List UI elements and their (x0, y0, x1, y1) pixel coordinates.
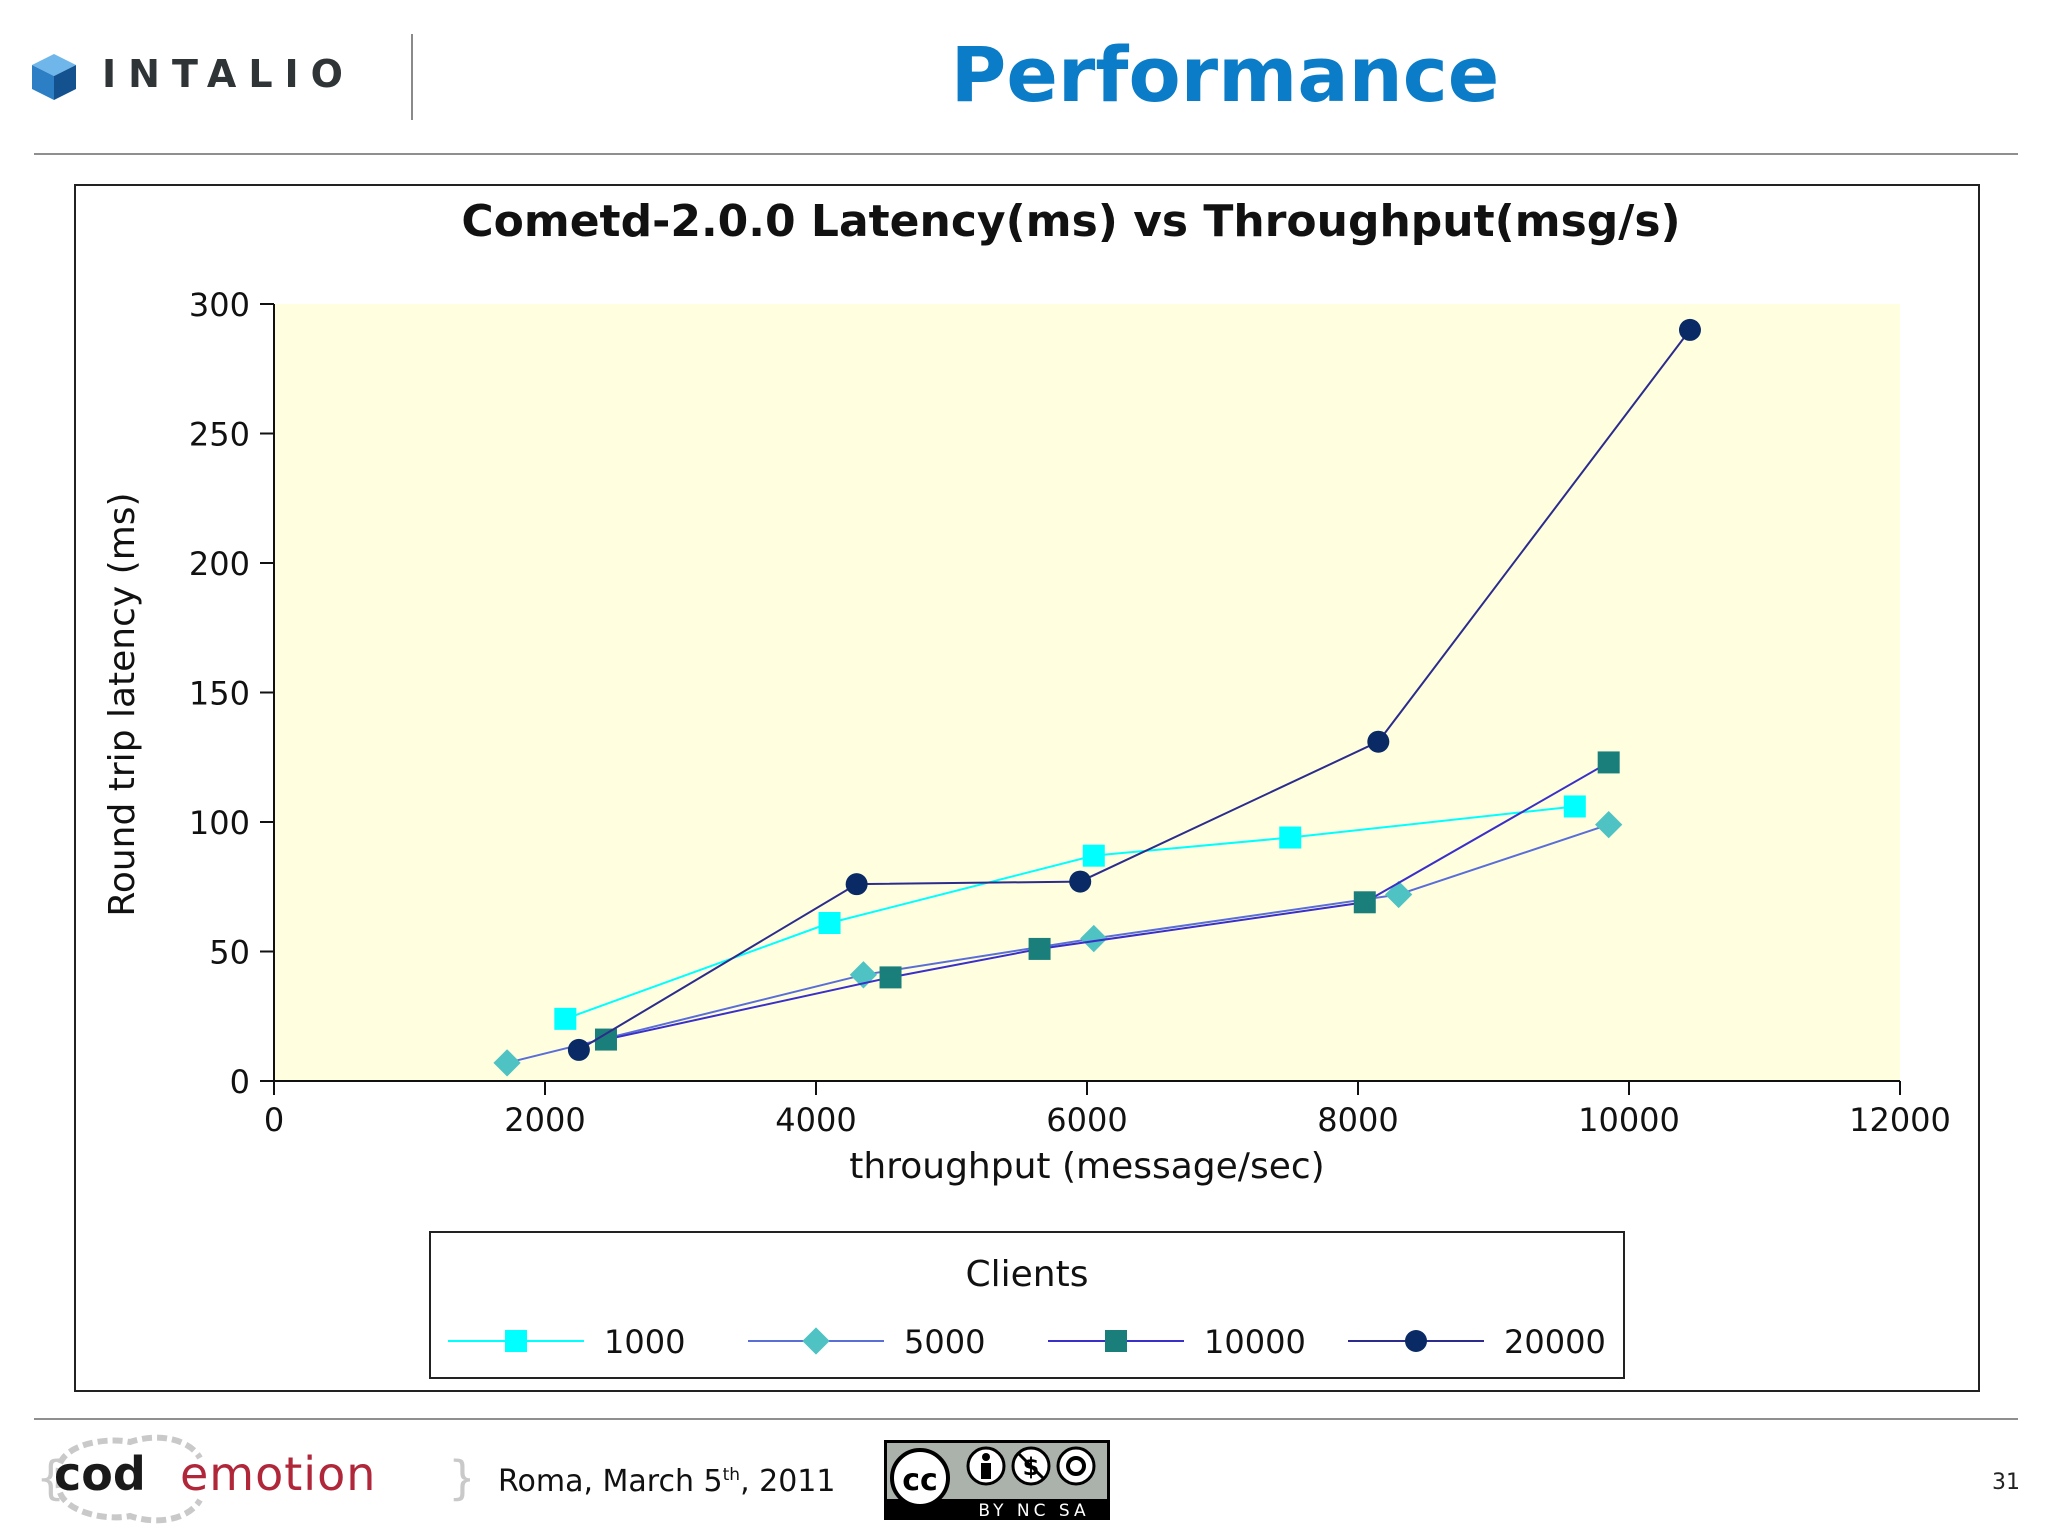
data-point-20000 (567, 1038, 590, 1061)
y-tick-label: 200 (189, 545, 250, 583)
legend: Clients 1000 5000 10000 20000 (429, 1231, 1625, 1379)
data-point-20000 (845, 873, 868, 896)
data-point-5000 (493, 1049, 521, 1077)
data-point-1000 (1082, 844, 1105, 867)
y-tick-label: 50 (209, 934, 250, 972)
data-point-5000 (1080, 924, 1108, 953)
plot-area (274, 304, 1900, 1081)
intalio-logo-text: INTALIO (102, 52, 355, 96)
y-tick-label: 100 (189, 804, 250, 842)
data-point-5000 (1595, 810, 1623, 839)
data-point-10000 (1028, 937, 1051, 960)
series-1000 (554, 795, 1586, 1030)
page-number: 31 (1992, 1470, 2020, 1495)
header-rule (34, 153, 2018, 155)
y-axis-label: Round trip latency (ms) (102, 492, 143, 916)
x-axis-label: throughput (message/sec) (849, 1146, 1324, 1187)
chart-frame: Cometd-2.0.0 Latency(ms) vs Throughput(m… (74, 184, 1980, 1392)
data-point-20000 (1069, 870, 1092, 893)
data-point-10000 (1597, 751, 1620, 774)
x-tick-label: 6000 (1046, 1101, 1127, 1139)
series-20000 (567, 318, 1701, 1061)
legend-marker-20000 (1405, 1330, 1427, 1352)
legend-label: 5000 (904, 1323, 985, 1361)
footer-rule (34, 1418, 2018, 1420)
x-tick-label: 8000 (1317, 1101, 1398, 1139)
svg-text:emotion: emotion (180, 1447, 376, 1501)
codemotion-logo: cod emotion } { (36, 1434, 470, 1524)
y-tick-label: 250 (189, 416, 250, 454)
legend-title: Clients (966, 1254, 1089, 1295)
cc-license-badge: cc $ BY NC SA (884, 1440, 1110, 1520)
x-tick-label: 10000 (1578, 1101, 1680, 1139)
slide-header: INTALIO Performance (0, 0, 2048, 156)
legend-marker-1000 (505, 1330, 527, 1352)
svg-text:BY NC SA: BY NC SA (978, 1501, 1089, 1520)
data-point-20000 (1367, 730, 1390, 753)
footer-date: Roma, March 5th, 2011 (498, 1464, 836, 1499)
legend-entry-10000: 10000 (1048, 1323, 1306, 1361)
chart-title: Cometd-2.0.0 Latency(ms) vs Throughput(m… (461, 196, 1680, 247)
legend-entry-1000: 1000 (448, 1323, 685, 1361)
legend-label: 10000 (1204, 1323, 1306, 1361)
data-point-1000 (1279, 826, 1302, 849)
legend-entry-5000: 5000 (748, 1323, 985, 1361)
y-tick-label: 150 (189, 675, 250, 713)
data-point-10000 (594, 1028, 617, 1051)
svg-text:{: { (36, 1451, 65, 1505)
x-tick-label: 12000 (1849, 1101, 1951, 1139)
x-tick-label: 0 (264, 1101, 284, 1139)
data-point-20000 (1678, 318, 1701, 341)
sharealike-icon (1056, 1446, 1096, 1486)
series-10000 (594, 751, 1620, 1051)
legend-marker-5000 (802, 1327, 830, 1355)
x-tick-label: 2000 (504, 1101, 585, 1139)
data-point-1000 (818, 912, 841, 935)
series-5000 (493, 810, 1623, 1077)
data-point-10000 (1353, 891, 1376, 914)
legend-label: 20000 (1504, 1323, 1606, 1361)
legend-marker-10000 (1105, 1330, 1127, 1352)
x-tick-label: 4000 (775, 1101, 856, 1139)
intalio-cube-icon (32, 54, 76, 100)
svg-text:cc: cc (902, 1463, 938, 1498)
svg-text:cod: cod (54, 1447, 146, 1501)
slide-title: Performance (950, 30, 1500, 119)
legend-entry-20000: 20000 (1348, 1323, 1606, 1361)
latency-throughput-chart: Cometd-2.0.0 Latency(ms) vs Throughput(m… (102, 196, 1951, 1379)
data-point-1000 (1563, 795, 1586, 818)
y-tick-label: 300 (189, 286, 250, 324)
data-point-1000 (554, 1007, 577, 1030)
svg-text:}: } (448, 1451, 470, 1505)
y-tick-label: 0 (230, 1063, 250, 1101)
data-point-10000 (879, 966, 902, 989)
logo-divider (411, 34, 413, 120)
cc-icon (890, 1448, 950, 1508)
legend-label: 1000 (604, 1323, 685, 1361)
